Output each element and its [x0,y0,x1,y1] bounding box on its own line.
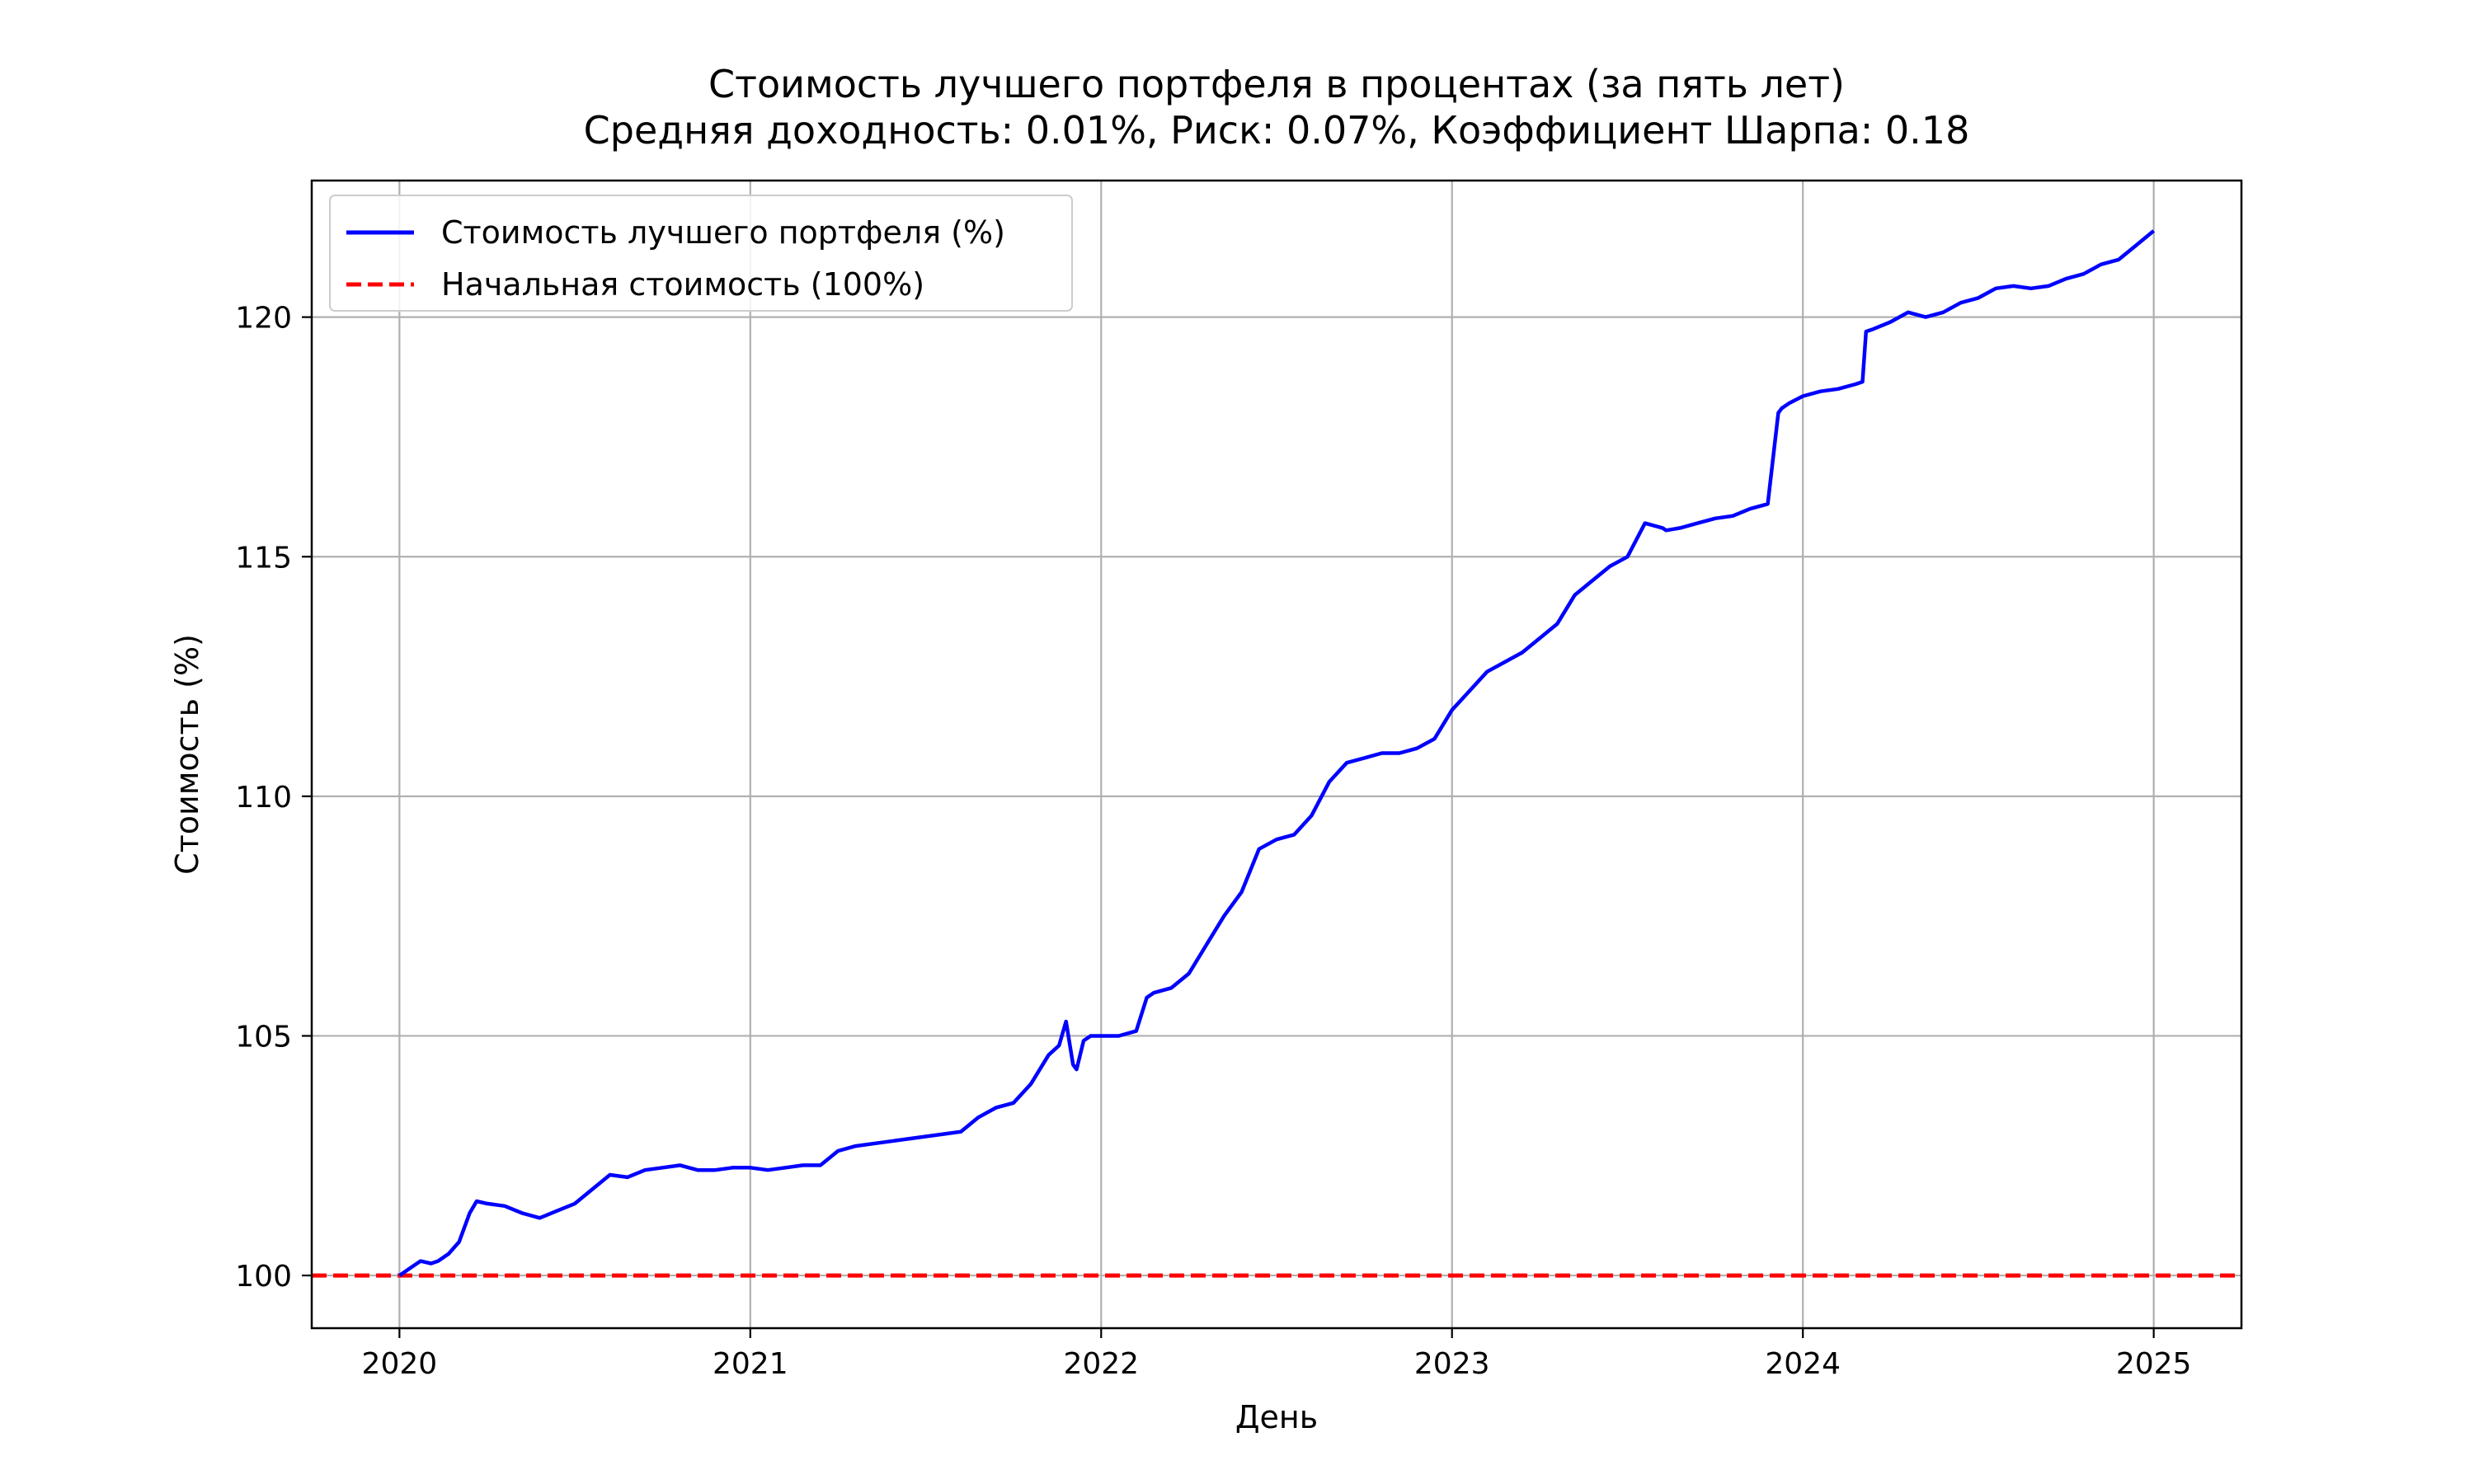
plot-frame [310,179,2243,1330]
legend: Стоимость лучшего портфеля (%) Начальная … [329,195,1073,312]
y-tick-label: 100 [235,1260,292,1294]
y-tick-label: 115 [235,541,292,575]
x-tick-label: 2020 [362,1347,438,1381]
legend-label: Стоимость лучшего портфеля (%) [441,214,1005,251]
legend-label: Начальная стоимость (100%) [441,266,924,303]
chart-subtitle: Средняя доходность: 0.01%, Риск: 0.07%, … [584,108,1970,153]
series-line-portfolio [398,229,2156,1277]
y-axis-label: Стоимость (%) [169,634,205,875]
y-tick-label: 120 [235,302,292,336]
legend-box [329,195,1073,312]
chart-title: Стоимость лучшего портфеля в процентах (… [708,62,1845,106]
y-tick-label: 110 [235,781,292,815]
x-tick-label: 2023 [1414,1347,1490,1381]
x-tick-label: 2021 [713,1347,788,1381]
x-tick-label: 2025 [2116,1347,2192,1381]
x-tick-label: 2022 [1063,1347,1139,1381]
ticks: 2020 2021 2022 2023 2024 2025 100 105 110 115 120 [235,302,2191,1381]
x-tick-label: 2024 [1765,1347,1841,1381]
y-tick-label: 105 [235,1020,292,1054]
series-layer [312,229,2241,1278]
x-axis-label: День [1235,1399,1318,1435]
